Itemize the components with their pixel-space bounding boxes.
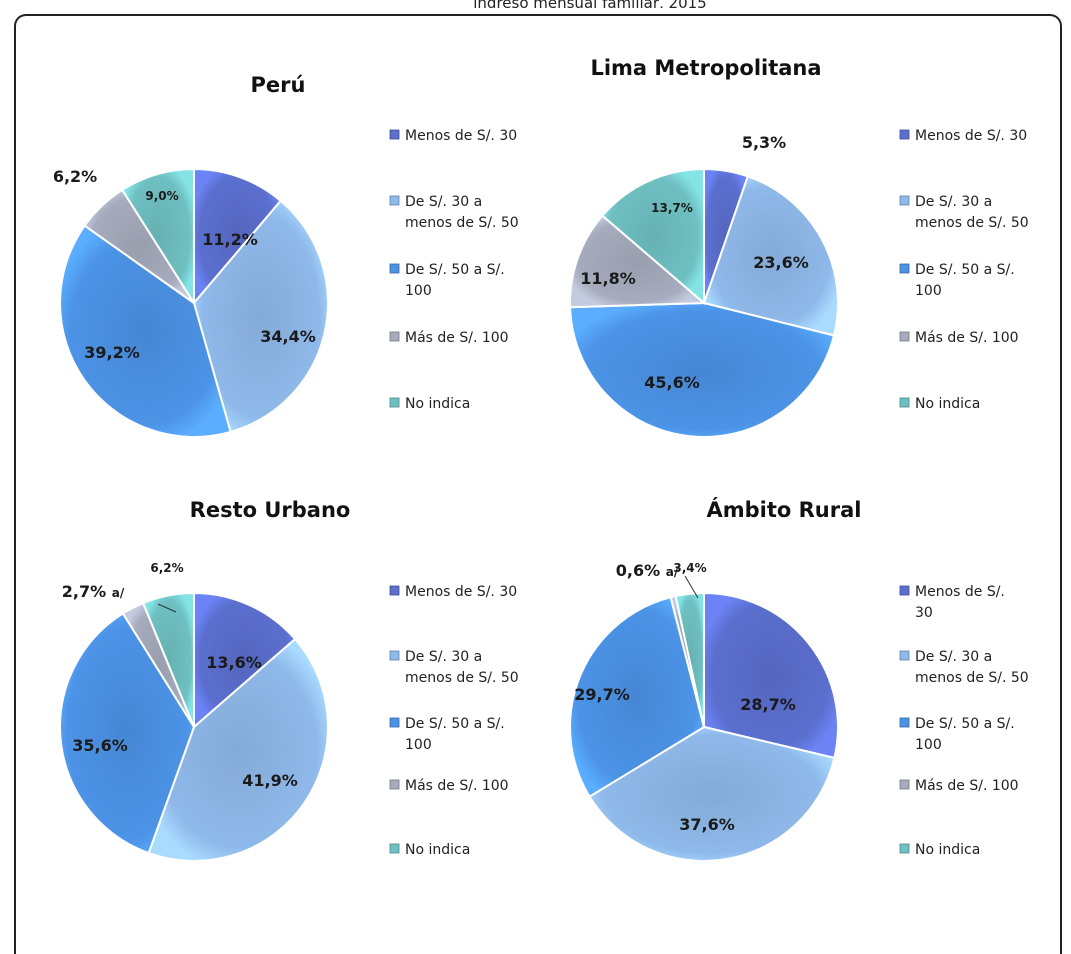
legend-label: menos de S/. 50 [405,215,519,231]
legend: Menos de S/. 30 De S/. 30 a menos de S/. 5… [389,128,519,412]
legend-label: De S/. 50 a S/. [915,262,1015,278]
legend-label: Menos de S/. 30 [405,584,517,600]
legend-label: Menos de S/. 30 [915,128,1027,144]
legend-swatch [899,779,910,790]
legend-label: De S/. 50 a S/. [915,716,1015,732]
data-label: 29,7% [574,685,630,704]
legend-swatch [899,717,910,728]
legend-label: No indica [405,396,470,412]
legend-label: De S/. 30 a [405,194,482,210]
legend-swatch [389,650,400,661]
legend-label: 30 [915,605,933,621]
legend: Menos de S/. 30 De S/. 30 a menos de S/. 5… [389,584,519,858]
legend-swatch [899,195,910,206]
chart-frame [14,14,1062,954]
leader-line [684,575,699,599]
legend-label: De S/. 30 a [915,194,992,210]
chart-title: Perú [251,73,306,97]
pie-chart-1: Perú 11,2% 34,4% 39,2% 6,2% 9,0% Menos de S/. … [53,73,519,438]
data-label: 11,2% [202,230,258,249]
legend-label: Más de S/. 100 [405,330,509,346]
legend-label: 100 [915,283,942,299]
leader-line [157,603,177,613]
legend-swatch [389,843,400,854]
legend-label: 100 [405,737,432,753]
data-label: 39,2% [84,343,140,362]
data-label: 45,6% [644,373,700,392]
data-label: 23,6% [753,253,809,272]
legend-label: Más de S/. 100 [915,330,1019,346]
data-label: 28,7% [740,695,796,714]
data-label: 2,7% a/ [62,582,125,601]
legend-label: De S/. 50 a S/. [405,716,505,732]
data-label: 37,6% [679,815,735,834]
legend-swatch [389,331,400,342]
pie-rim [59,168,329,438]
legend-label: 100 [405,283,432,299]
legend-swatch [899,263,910,274]
pie-chart-2: Lima Metropolitana 5,3% 23,6% 45,6% 11,8% 13,… [569,56,1029,438]
legend-label: Más de S/. 100 [405,778,509,794]
legend-label: Más de S/. 100 [915,778,1019,794]
data-label: 34,4% [260,327,316,346]
data-label: 11,8% [580,269,636,288]
data-label: 5,3% [742,133,786,152]
legend-label: 100 [915,737,942,753]
legend-swatch [389,717,400,728]
data-label: 6,2% [150,561,183,575]
legend-label: De S/. 50 a S/. [405,262,505,278]
legend-swatch [899,129,910,140]
legend-label: No indica [405,842,470,858]
legend-label: Menos de S/. [915,584,1005,600]
data-label: 9,0% [145,189,178,203]
data-label: 6,2% [53,167,97,186]
chart-title: Ámbito Rural [707,497,862,522]
legend-swatch [899,397,910,408]
legend-swatch [899,585,910,596]
legend-label: menos de S/. 50 [405,670,519,686]
chart-title: Resto Urbano [190,498,351,522]
legend-swatch [389,397,400,408]
data-label: 41,9% [242,771,298,790]
legend-swatch [899,331,910,342]
pie-rim [569,592,839,862]
data-label: 3,4% [673,561,706,575]
legend-swatch [899,650,910,661]
legend-label: De S/. 30 a [405,649,482,665]
data-label: 13,6% [206,653,262,672]
legend-swatch [389,129,400,140]
pie-rim [59,592,329,862]
data-label: 13,7% [651,201,693,215]
legend-label: No indica [915,842,980,858]
data-label: 35,6% [72,736,128,755]
pie-rim [569,168,839,438]
legend-swatch [389,585,400,596]
pie-chart-4: Ámbito Rural 28,7% 37,6% 29,7% 0,6% a/3,4% Me… [569,497,1029,862]
legend-label: menos de S/. 50 [915,670,1029,686]
legend-swatch [899,843,910,854]
pie-chart-3: Resto Urbano 13,6% 41,9% 35,6% 2,7% a/6,2% Me… [59,498,519,862]
legend-swatch [389,779,400,790]
legend-swatch [389,263,400,274]
chart-title: Lima Metropolitana [590,56,821,80]
legend-label: Menos de S/. 30 [405,128,517,144]
legend-swatch [389,195,400,206]
legend-label: menos de S/. 50 [915,215,1029,231]
legend: Menos de S/. 30 De S/. 30 a menos de S/. 50… [899,584,1029,858]
legend: Menos de S/. 30 De S/. 30 a menos de S/. 5… [899,128,1029,412]
legend-label: No indica [915,396,980,412]
cropped-header-text: ingreso mensual familiar, 2015 [380,0,800,8]
legend-label: De S/. 30 a [915,649,992,665]
data-label: 0,6% a/ [616,561,679,580]
